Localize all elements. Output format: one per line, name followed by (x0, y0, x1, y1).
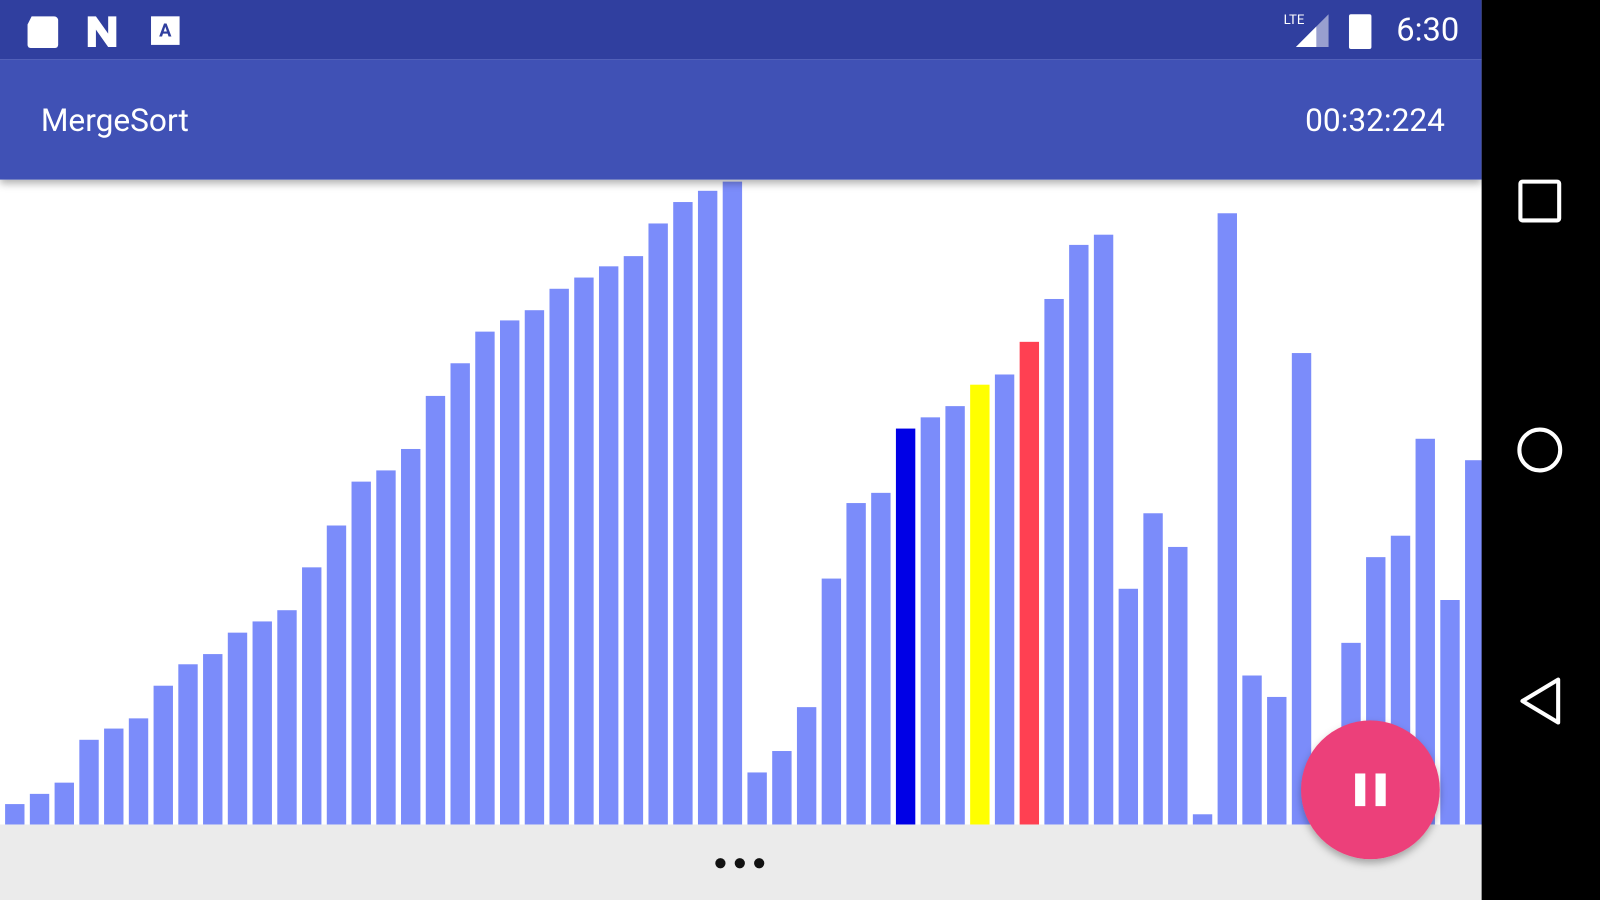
bar (970, 384, 990, 825)
bar (1465, 460, 1485, 825)
bar (425, 395, 446, 825)
pause-fab[interactable] (1301, 720, 1440, 860)
bar (1217, 213, 1237, 825)
bar (772, 751, 792, 825)
bar-chart (5, 181, 1485, 825)
bar (1267, 696, 1287, 825)
bar (598, 266, 619, 825)
bar (549, 288, 569, 825)
bar (128, 718, 149, 825)
timer: 00:32:224 (1305, 102, 1445, 139)
bar (1118, 588, 1139, 825)
n-icon (87, 16, 117, 47)
bar (401, 448, 421, 825)
bar (351, 481, 371, 825)
bar (1044, 298, 1064, 825)
status-bar (0, 0, 1482, 60)
bar (574, 277, 594, 825)
bar (524, 310, 545, 825)
bar (920, 417, 941, 825)
recents-button[interactable] (1518, 179, 1562, 223)
bar (1168, 546, 1188, 825)
overflow-button[interactable] (715, 858, 765, 869)
bar (895, 428, 916, 825)
clock: 6:30 (1396, 10, 1459, 48)
bar (203, 654, 223, 825)
bar (29, 793, 50, 825)
bar (722, 181, 743, 825)
back-button[interactable] (1520, 677, 1561, 725)
bar (326, 525, 347, 825)
bar (871, 492, 891, 825)
bar (1440, 600, 1460, 825)
bar (500, 320, 520, 825)
bar (1192, 814, 1213, 825)
bar (5, 804, 25, 825)
battery-icon (1348, 14, 1372, 49)
bar (821, 578, 842, 825)
a-icon (151, 16, 180, 45)
app-title: MergeSort (41, 102, 189, 139)
bar (104, 728, 124, 825)
bar (376, 470, 396, 825)
bar (1242, 675, 1262, 825)
bar (1291, 353, 1312, 825)
bar (1069, 244, 1089, 825)
bar (277, 610, 297, 825)
sd-icon (27, 16, 59, 48)
bar (1019, 341, 1040, 825)
bar (227, 632, 248, 825)
bar (1143, 513, 1163, 825)
bar (302, 567, 322, 825)
bar (623, 256, 644, 825)
bar (79, 739, 99, 825)
bar (648, 223, 668, 825)
network-type: LTE (1284, 13, 1305, 28)
bar (54, 782, 74, 825)
bar (747, 772, 767, 825)
bar (846, 503, 866, 825)
home-button[interactable] (1517, 427, 1563, 473)
app-bar (0, 59, 1482, 180)
signal-strength (1295, 26, 1317, 47)
a-icon-letter: A (159, 20, 172, 41)
bar (450, 363, 470, 825)
bar (673, 202, 693, 825)
bar (252, 621, 272, 825)
bar (475, 331, 495, 825)
bar (1415, 438, 1435, 825)
bar (994, 374, 1015, 825)
bar (697, 190, 718, 825)
nav-bar (1481, 0, 1600, 900)
bar (1093, 234, 1114, 825)
bar (153, 685, 173, 825)
bar (178, 664, 198, 825)
bar (796, 707, 817, 825)
bar (945, 406, 965, 825)
